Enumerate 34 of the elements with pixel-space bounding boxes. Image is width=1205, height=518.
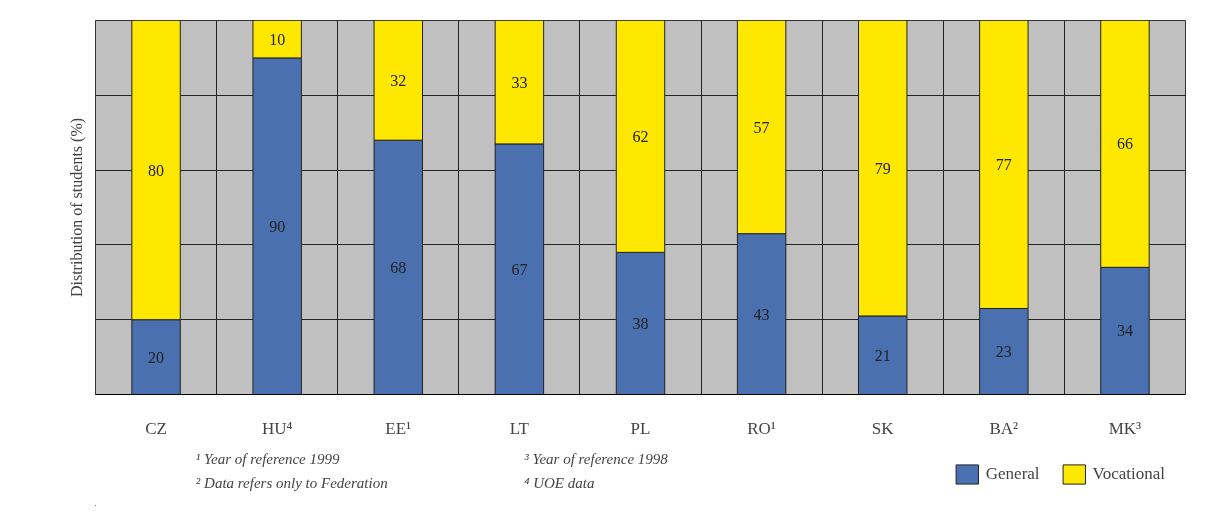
legend-label: Vocational xyxy=(1092,464,1165,484)
text: ⁴ UOE data xyxy=(524,474,595,491)
data-label: 67 xyxy=(511,260,528,278)
data-label: 20 xyxy=(148,348,165,366)
text: ³ Year of reference 1998 xyxy=(524,450,669,467)
data-label: 79 xyxy=(874,159,891,177)
data-label: 90 xyxy=(269,217,286,235)
text: ¹ Year of reference 1999 xyxy=(195,450,340,467)
data-label: 23 xyxy=(995,342,1012,360)
data-label: 62 xyxy=(632,127,649,145)
x-tick-label: SK xyxy=(871,418,895,438)
data-label: 33 xyxy=(511,73,528,91)
data-label: 38 xyxy=(632,314,649,332)
x-tick-label: EE¹ xyxy=(385,418,412,438)
data-label: 32 xyxy=(390,71,407,89)
data-label: 43 xyxy=(753,305,770,323)
x-tick-label: CZ xyxy=(145,418,167,438)
data-label: 10 xyxy=(269,30,286,48)
data-label: 68 xyxy=(390,258,407,276)
text: ² Data refers only to Federation xyxy=(195,474,388,491)
x-tick-label: MK³ xyxy=(1108,418,1142,438)
data-label: 21 xyxy=(874,346,891,364)
data-label: 57 xyxy=(753,118,770,136)
legend-label: General xyxy=(985,464,1040,484)
x-tick-label: PL xyxy=(630,418,651,438)
y-axis-title: Distribution of students (%) xyxy=(67,117,86,298)
data-label: 77 xyxy=(995,155,1012,173)
x-tick-label: BA² xyxy=(989,418,1019,438)
data-label: 66 xyxy=(1116,135,1133,153)
x-tick-label: LT xyxy=(509,418,530,438)
data-label: 34 xyxy=(1116,322,1133,340)
data-label: 80 xyxy=(148,161,165,179)
x-tick-label: RO¹ xyxy=(747,418,776,438)
x-tick-label: HU⁴ xyxy=(261,418,293,438)
